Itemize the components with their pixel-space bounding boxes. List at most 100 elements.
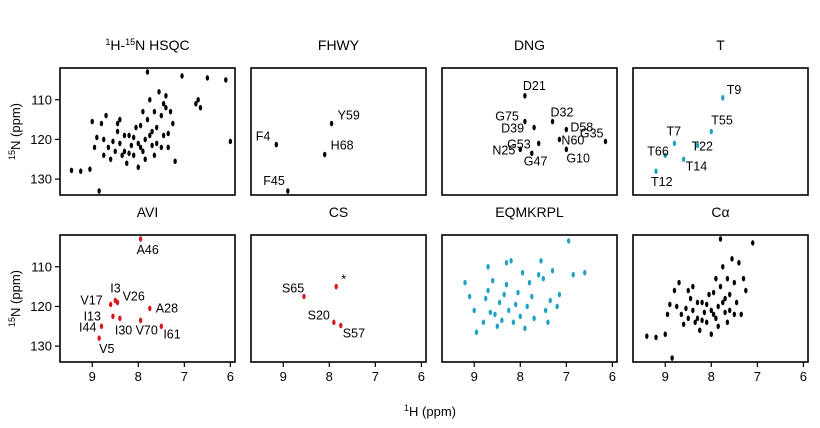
panel-5-peak-label: V5 [99,342,114,356]
panel-3-peak [603,138,608,145]
panel-3-peak-label: N25 [492,143,515,157]
panel-8-peak [645,333,649,340]
panel-8-peak [728,307,732,314]
panel-1-peak [148,132,152,139]
panel-5-frame [59,234,236,363]
panel-1-peak [111,138,115,145]
panel-8-peak [672,287,677,294]
panel-1-peak [99,120,104,127]
panel-5-ytick-label: 110 [31,259,52,274]
panel-4-peak-label: T55 [711,114,733,128]
panel-7-peak [507,307,511,314]
panel-8-peak [725,319,730,326]
panel-5-y-axis-label: 15N (ppm) [7,270,23,327]
panel-7-peak [527,279,532,286]
panel-5-peak [99,323,104,330]
panel-3-peak [550,118,555,125]
panel-5-peak [138,236,143,242]
panel-3-peak [518,146,522,153]
panel-3-peak-label: N60 [561,133,584,147]
panel-5-xtick-label: 9 [89,369,96,384]
panel-8-peak [744,287,748,294]
panel-7-peak [509,257,513,264]
panel-1-peak [102,152,106,159]
panel-7-frame [441,234,618,363]
panel-6-peak-label: S20 [308,308,330,322]
panel-4-peak [695,142,700,149]
panel-7-peak [493,311,497,318]
panel-8-xtick-label: 8 [708,369,715,384]
panel-4-peak-label: T9 [727,83,742,97]
panel-1-peak [131,134,136,141]
panel-1-peak [168,108,173,115]
panel-1-peak [79,168,83,174]
panel-8-peak [679,311,684,318]
panel-1-peak [150,128,154,135]
panel-1-peak [131,152,136,159]
panel-1-peak [159,112,164,119]
panel-1-ytick-label: 130 [30,172,52,187]
panel-7-peak [543,307,548,314]
panel-1-peak [157,89,161,95]
panel-5-title: AVI [137,204,159,220]
panel-8-frame [632,234,809,363]
panel-8-peak [730,256,734,262]
panel-5-ytick-label: 120 [30,299,52,314]
panel-5-peak-label: I61 [163,327,180,341]
panel-7-peak [571,271,575,278]
panel-8-peak [695,299,700,306]
panel-5-peak [115,299,120,306]
panel-1-peak [164,104,168,111]
panel-3-peak [523,92,527,99]
panel-7-xtick-label: 7 [563,369,570,384]
panel-4-frame [632,67,809,196]
panel-1-peak [125,160,129,167]
panel-4-peak [681,156,686,163]
panel-1-peak [166,130,170,137]
panel-6-xtick-label: 6 [418,369,425,384]
panel-1-peak [122,148,127,155]
panel-7-peak [504,259,509,266]
panel-5-peak [118,315,122,322]
panel-8-peak [725,275,730,282]
panel-5-peak [159,323,164,330]
panel-1-peak [152,108,157,115]
panel-7-peak [495,323,499,330]
panel-8-peak [737,259,741,266]
panel-7-peak [513,301,518,308]
panel-7-title: EQMKRPL [495,204,564,220]
panel-6-frame [250,234,427,363]
panel-3-peak [537,140,541,147]
panel-1-peak [90,118,94,125]
panel-6-xtick-label: 7 [372,369,379,384]
panel-1-peak [134,124,138,131]
panel-3-peak-label: G10 [566,151,590,165]
panel-6-xtick-label: 8 [326,369,333,384]
panel-7-peak [530,293,534,300]
panel-1-peak [159,144,164,151]
panel-7-peak [488,309,493,316]
panel-1-peak [115,128,120,135]
panel-3-peak-label: G47 [524,154,548,168]
panel-8-peak [702,309,707,316]
panel-7-peak [474,329,479,336]
panel-7-peak [550,267,555,274]
panel-1-peak [141,108,145,115]
panel-8-peak [670,355,674,361]
panel-8-peak [711,289,716,296]
panel-5-peak-label: V70 [136,323,158,337]
panel-5-peak-label: I44 [79,320,96,334]
panel-6-peak-label: S65 [282,282,304,296]
panel-8-peak [663,331,667,338]
panel-8-peak [716,303,720,310]
panel-8-peak [711,311,716,318]
panel-7-xtick-label: 6 [609,369,616,384]
panel-8-peak [704,319,709,326]
panel-1-peak [108,156,113,163]
panel-8-peak [707,291,711,298]
panel-1-peak [198,104,203,111]
panel-2-peak [274,141,279,148]
panel-7-peak [520,269,525,276]
panel-5: AVI 110 120 130 9 8 7 6 15N (ppm) A46 I3 V17 V26 A28 I… [7,204,236,384]
